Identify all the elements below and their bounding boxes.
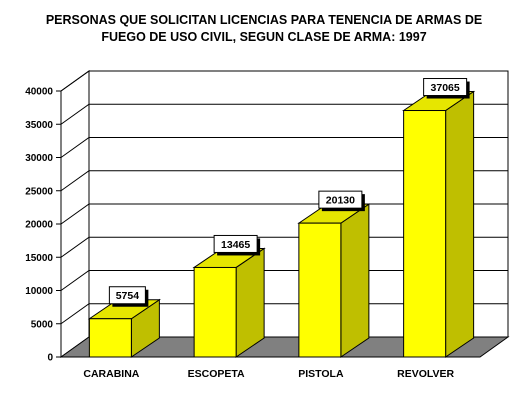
x-category-label: CARABINA bbox=[83, 368, 139, 380]
data-label: 5754 bbox=[108, 286, 149, 307]
bar bbox=[87, 298, 162, 358]
bar-side bbox=[445, 90, 475, 358]
x-category-label: ESCOPETA bbox=[188, 368, 245, 380]
bar bbox=[297, 203, 371, 358]
gridline bbox=[60, 170, 508, 192]
bar-front bbox=[88, 318, 132, 358]
y-tick-label: 40000 bbox=[25, 87, 53, 98]
data-label: 20130 bbox=[318, 190, 365, 212]
data-labels: 5754 13465 20130 37065 bbox=[108, 78, 470, 307]
y-tick-label: 15000 bbox=[25, 253, 53, 264]
bar bbox=[192, 247, 266, 358]
bars bbox=[87, 90, 476, 358]
y-axis: 0 5000 10000 15000 20000 25000 30000 35000 40000 bbox=[25, 87, 62, 364]
y-tick-label: 25000 bbox=[25, 186, 53, 197]
bar-front bbox=[403, 110, 447, 358]
x-axis-categories: CARABINA ESCOPETA PISTOLA REVOLVER bbox=[83, 368, 454, 380]
data-label-text: 20130 bbox=[326, 195, 355, 207]
gridline bbox=[60, 103, 508, 125]
data-label: 13465 bbox=[213, 234, 261, 256]
data-label-text: 37065 bbox=[431, 82, 460, 94]
data-label: 37065 bbox=[423, 78, 470, 99]
data-label-box bbox=[318, 190, 363, 209]
bar bbox=[401, 90, 476, 358]
chart-title: PERSONAS QUE SOLICITAN LICENCIAS PARA TE… bbox=[0, 12, 528, 46]
gridline bbox=[60, 70, 508, 92]
data-label-box bbox=[423, 78, 468, 97]
bar-front bbox=[193, 266, 237, 358]
y-tick-label: 10000 bbox=[25, 286, 53, 297]
y-tick-label: 30000 bbox=[25, 153, 53, 164]
data-label-text: 13465 bbox=[221, 239, 250, 251]
bar-front bbox=[298, 222, 342, 358]
y-tick-label: 20000 bbox=[25, 220, 53, 231]
y-tick-label: 5000 bbox=[31, 319, 54, 330]
data-label-box bbox=[213, 234, 258, 253]
y-tick-label: 35000 bbox=[25, 120, 53, 131]
gridline bbox=[60, 137, 508, 158]
data-label-box bbox=[108, 286, 146, 305]
chart-title-line-2: FUEGO DE USO CIVIL, SEGUN CLASE DE ARMA:… bbox=[101, 30, 427, 44]
bar-side bbox=[340, 203, 370, 358]
data-label-text: 5754 bbox=[116, 290, 140, 302]
chart-title-line-1: PERSONAS QUE SOLICITAN LICENCIAS PARA TE… bbox=[45, 13, 483, 27]
x-category-label: REVOLVER bbox=[397, 368, 454, 380]
y-tick-label: 0 bbox=[47, 353, 53, 364]
x-category-label: PISTOLA bbox=[298, 368, 344, 380]
